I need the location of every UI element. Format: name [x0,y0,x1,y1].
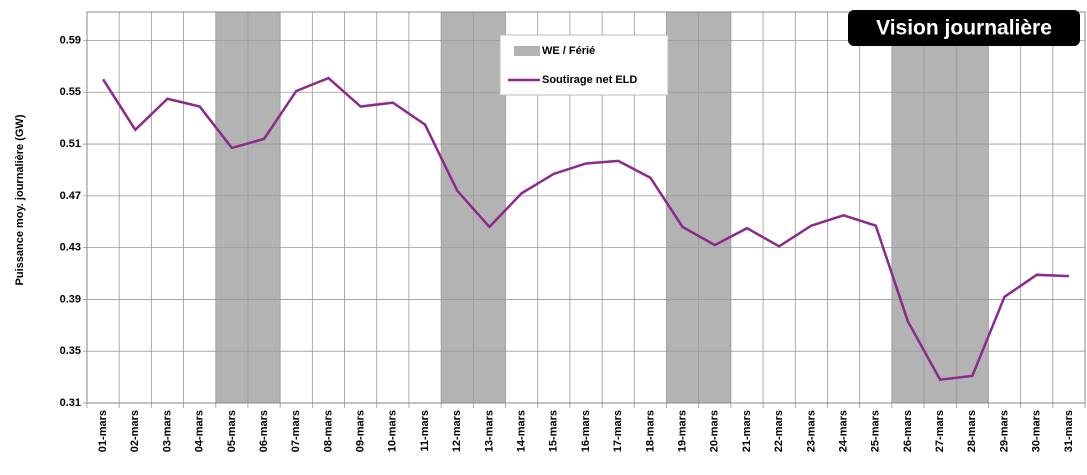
highlight-band [666,12,699,403]
x-tick-label: 30-mars [1031,410,1043,452]
legend-box [499,34,669,96]
x-tick-label: 27-mars [934,410,946,452]
x-tick-label: 17-mars [612,410,624,452]
highlight-band [924,12,957,403]
x-tick-label: 29-mars [998,410,1010,452]
x-tick-label: 18-mars [644,410,656,452]
legend-label: WE / Férié [542,45,595,57]
highlight-band [698,12,731,403]
y-tick-label: 0.51 [60,138,81,150]
x-tick-label: 28-mars [966,410,978,452]
y-tick-label: 0.31 [60,397,81,409]
x-tick-label: 05-mars [226,410,238,452]
badge-text: Vision journalière [876,17,1052,40]
x-tick-label: 23-mars [805,410,817,452]
x-tick-label: 31-mars [1063,410,1075,452]
x-tick-label: 12-mars [451,410,463,452]
plot-border [86,11,1086,404]
x-tick-label: 02-mars [129,410,141,452]
badge-bg [848,10,1080,46]
highlight-band [247,12,281,403]
y-tick-label: 0.39 [60,293,81,305]
highlight-band [956,12,989,403]
highlight-band [441,12,474,403]
x-tick-label: 06-mars [258,410,270,452]
legend-swatch [514,46,540,56]
highlight-band [215,12,248,403]
x-tick-label: 16-mars [580,410,592,452]
x-tick-label: 13-mars [483,410,495,452]
y-axis-label: Puissance moy. journalière (GW) [14,114,26,285]
y-tick-label: 0.59 [60,34,81,46]
x-tick-label: 08-mars [322,410,334,452]
y-tick-label: 0.35 [60,345,81,357]
x-tick-label: 14-mars [516,410,528,452]
x-tick-label: 11-mars [419,410,431,452]
x-tick-label: 09-mars [355,410,367,452]
x-tick-label: 15-mars [548,410,560,452]
y-tick-label: 0.47 [60,190,81,202]
x-tick-label: 25-mars [870,410,882,452]
x-tick-label: 20-mars [709,410,721,452]
y-tick-label: 0.43 [60,242,81,254]
x-tick-label: 01-mars [97,410,109,452]
y-tick-label: 0.55 [60,86,81,98]
x-tick-label: 03-mars [161,410,173,452]
x-tick-label: 07-mars [290,410,302,452]
x-tick-label: 04-mars [194,410,206,452]
x-tick-label: 22-mars [773,410,785,452]
x-tick-label: 21-mars [741,410,753,452]
legend-label: Soutirage net ELD [542,74,637,86]
highlight-band [891,12,925,403]
series-line [102,76,1069,382]
x-tick-label: 26-mars [902,410,914,452]
x-tick-label: 19-mars [676,410,688,452]
x-tick-label: 24-mars [837,410,849,452]
x-tick-label: 10-mars [387,410,399,452]
